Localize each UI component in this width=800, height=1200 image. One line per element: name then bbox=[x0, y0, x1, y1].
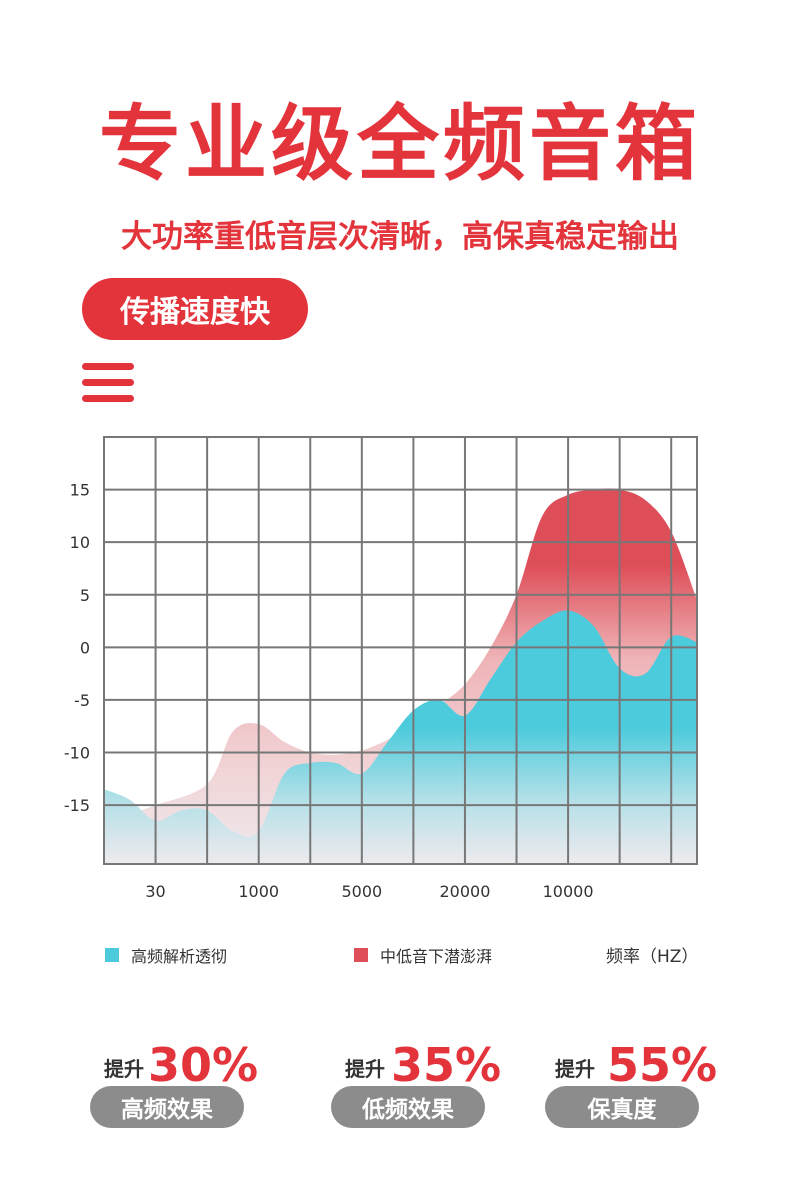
stat-prefix: 提升 bbox=[555, 1057, 595, 1081]
x-tick-label: 1000 bbox=[238, 882, 279, 901]
x-tick-label: 30 bbox=[145, 882, 165, 901]
menu-icon bbox=[82, 363, 134, 403]
legend-item-low: 中低音下潜澎湃 bbox=[354, 943, 492, 967]
legend-label-low: 中低音下潜澎湃 bbox=[380, 947, 493, 966]
page-subtitle: 大功率重低音层次清晰，高保真稳定输出 bbox=[121, 219, 679, 255]
y-tick-label: -10 bbox=[64, 744, 90, 763]
frequency-response-chart: 15 10 5 0 -5 -10 -15 30 1000 5000 20000 10000 bbox=[64, 436, 698, 901]
y-tick-label: 5 bbox=[80, 586, 90, 605]
stat-high-frequency: 提升 30% 高频效果 bbox=[90, 1032, 258, 1128]
stat-label-pill: 低频效果 bbox=[331, 1086, 485, 1128]
legend-label-high: 高频解析透彻 bbox=[131, 947, 228, 966]
plot-frame bbox=[103, 436, 698, 865]
y-tick-label: 0 bbox=[80, 638, 90, 657]
stat-prefix: 提升 bbox=[345, 1057, 385, 1081]
feature-tag: 传播速度快 bbox=[82, 278, 308, 340]
x-axis-unit-label: 频率（HZ） bbox=[606, 947, 699, 967]
stat-low-frequency: 提升 35% 低频效果 bbox=[331, 1032, 501, 1128]
legend-item-high: 高频解析透彻 bbox=[105, 943, 227, 967]
legend-swatch-high bbox=[105, 948, 119, 962]
stat-value: 35% bbox=[391, 1038, 502, 1092]
stat-label-pill: 保真度 bbox=[545, 1086, 699, 1128]
x-tick-label: 20000 bbox=[440, 882, 491, 901]
x-tick-label: 5000 bbox=[341, 882, 382, 901]
stat-label-pill: 高频效果 bbox=[90, 1086, 244, 1128]
stat-prefix: 提升 bbox=[104, 1057, 144, 1081]
stat-value: 55% bbox=[607, 1038, 718, 1092]
page-title: 专业级全频音箱 bbox=[98, 97, 701, 192]
series-area-high-frequency bbox=[104, 610, 697, 864]
stat-fidelity: 提升 55% 保真度 bbox=[545, 1032, 717, 1128]
y-tick-label: 15 bbox=[70, 481, 90, 500]
x-tick-label: 10000 bbox=[543, 882, 594, 901]
legend-swatch-low bbox=[354, 948, 368, 962]
y-tick-label: 10 bbox=[70, 533, 90, 552]
y-tick-label: -5 bbox=[74, 691, 90, 710]
stat-value: 30% bbox=[148, 1038, 259, 1092]
y-tick-label: -15 bbox=[64, 796, 90, 815]
